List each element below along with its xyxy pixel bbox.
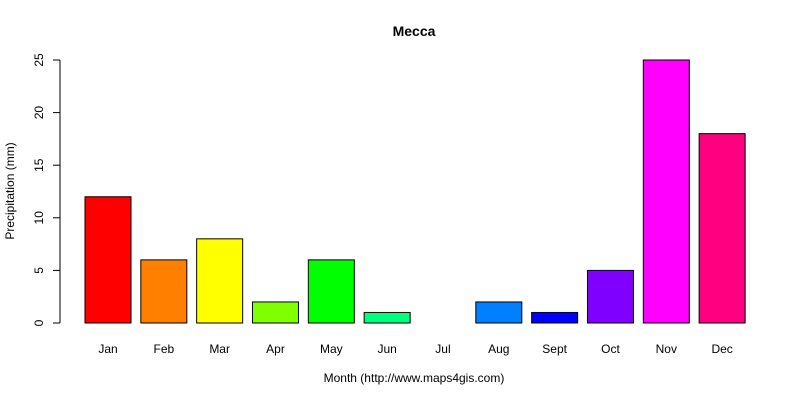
bars — [84, 59, 746, 324]
bar-nov — [642, 59, 690, 324]
x-tick-label-jan: Jan — [98, 342, 117, 356]
x-axis-label: Month (http://www.maps4gis.com) — [324, 371, 505, 385]
y-tick-label: 20 — [32, 106, 46, 120]
bar-jan — [84, 196, 132, 324]
bar-dec — [698, 133, 746, 324]
y-tick-label: 15 — [32, 158, 46, 172]
y-axis: 0 5 10 15 20 25 — [32, 53, 61, 326]
x-tick-label-feb: Feb — [153, 342, 174, 356]
y-tick-label: 10 — [32, 211, 46, 225]
x-tick-label-apr: Apr — [266, 342, 285, 356]
x-tick-label-nov: Nov — [656, 342, 677, 356]
x-tick-label-sept: Sept — [542, 342, 567, 356]
x-tick-label-jul: Jul — [435, 342, 450, 356]
x-tick-label-may: May — [320, 342, 343, 356]
x-tick-labels: Jan Feb Mar Apr May Jun Jul Aug Sept Oct Nov Dec — [98, 342, 732, 356]
x-tick-label-aug: Aug — [488, 342, 509, 356]
y-tick-label: 5 — [32, 267, 46, 274]
y-tick-label: 25 — [32, 53, 46, 67]
bar-apr — [251, 301, 299, 324]
bar-aug — [475, 301, 523, 324]
bar-mar — [196, 238, 244, 324]
x-tick-label-dec: Dec — [711, 342, 732, 356]
bar-feb — [140, 259, 188, 324]
bar-sept — [531, 311, 579, 324]
y-tick-label: 0 — [32, 319, 46, 326]
y-axis-label: Precipitation (mm) — [3, 142, 17, 239]
x-tick-label-oct: Oct — [601, 342, 620, 356]
x-tick-label-jun: Jun — [377, 342, 396, 356]
chart-title: Mecca — [393, 23, 436, 39]
x-tick-label-mar: Mar — [209, 342, 230, 356]
bar-may — [307, 259, 355, 324]
bar-oct — [586, 269, 634, 324]
bar-jun — [363, 311, 411, 324]
